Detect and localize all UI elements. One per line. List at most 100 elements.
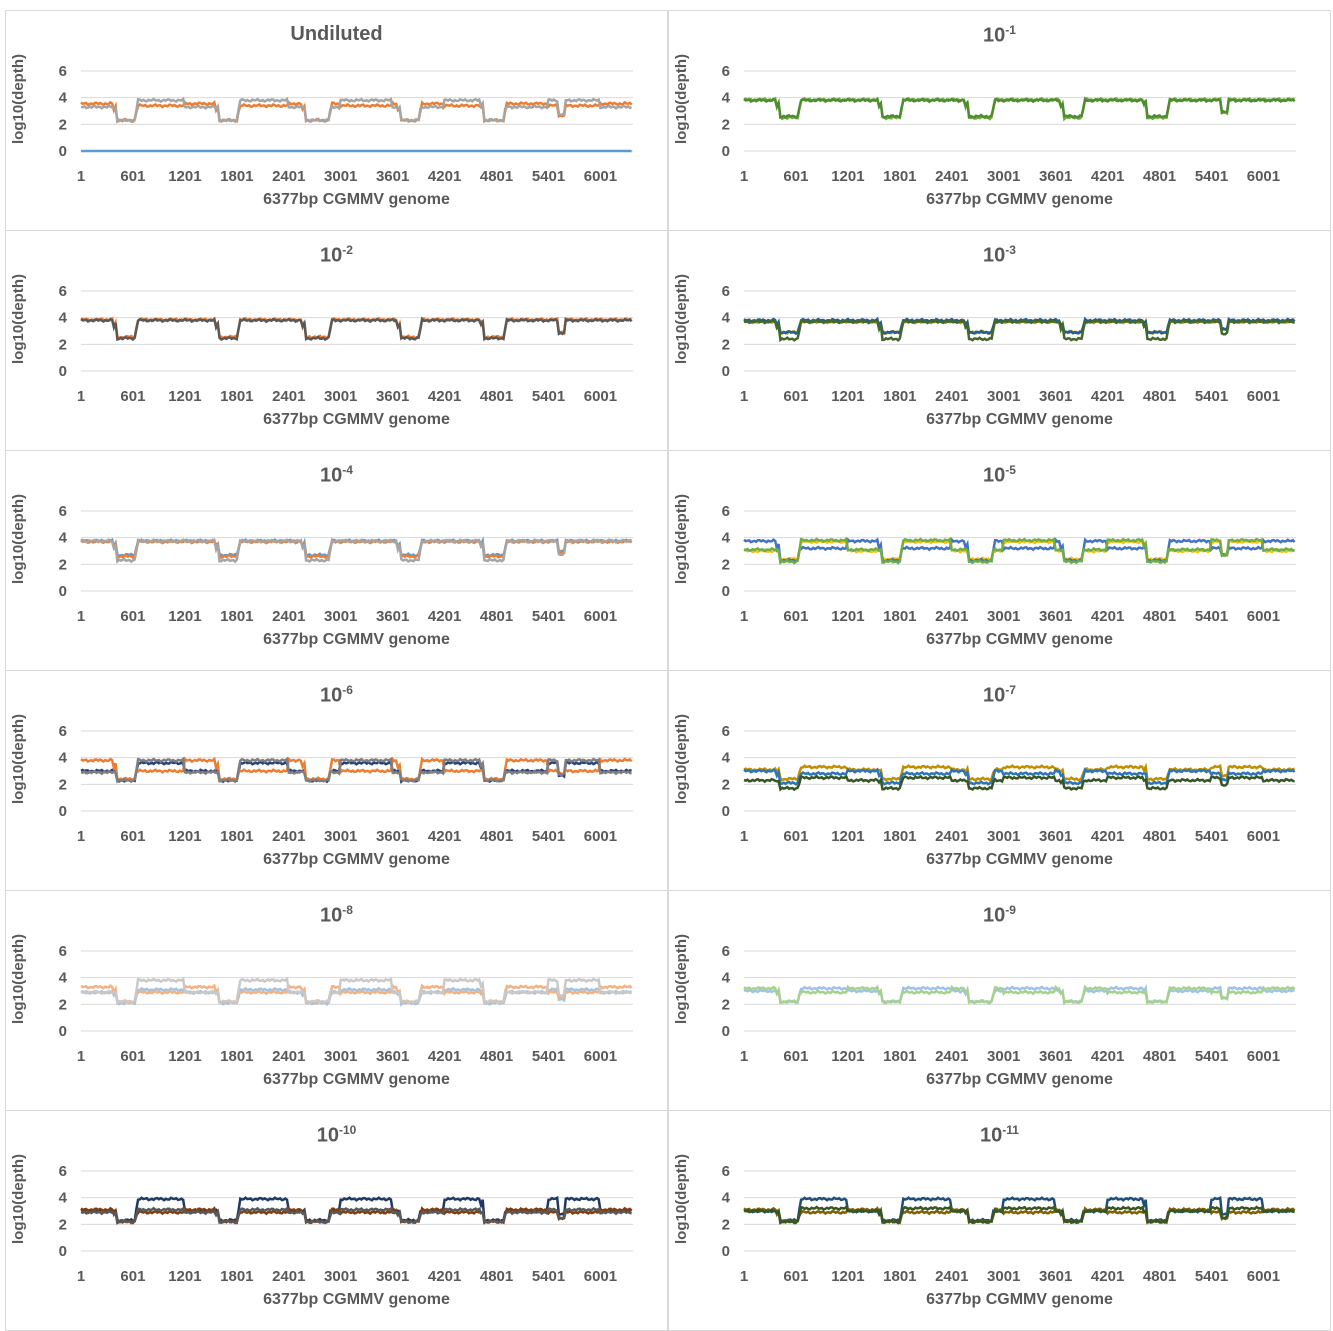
x-tick-label: 1 bbox=[740, 388, 748, 405]
y-tick-label: 2 bbox=[59, 116, 67, 133]
chart-title-exponent: -8 bbox=[342, 903, 353, 917]
x-tick-label: 1201 bbox=[168, 1268, 201, 1285]
y-tick-label: 0 bbox=[59, 143, 67, 160]
x-tick-label: 4801 bbox=[480, 388, 513, 405]
y-tick-label: 4 bbox=[722, 310, 731, 327]
y-tick-label: 4 bbox=[722, 530, 731, 547]
x-tick-label: 6001 bbox=[1247, 168, 1280, 185]
series-line bbox=[80, 1206, 632, 1225]
chart-title: 10-1 bbox=[669, 23, 1330, 48]
chart-title-text: 10 bbox=[320, 464, 343, 487]
x-tick-label: 5401 bbox=[532, 1268, 565, 1285]
chart-title: 10-2 bbox=[6, 243, 667, 268]
x-tick-label: 1801 bbox=[220, 1268, 253, 1285]
x-tick-label: 6001 bbox=[1247, 1268, 1280, 1285]
chart-title: 10-8 bbox=[6, 903, 667, 928]
y-tick-label: 0 bbox=[722, 143, 730, 160]
x-tick-label: 5401 bbox=[1195, 168, 1228, 185]
x-tick-label: 3601 bbox=[1039, 388, 1072, 405]
x-tick-label: 1201 bbox=[831, 168, 864, 185]
x-tick-label: 1201 bbox=[168, 828, 201, 845]
y-axis-title: log10(depth) bbox=[10, 934, 27, 1024]
x-tick-label: 601 bbox=[783, 168, 808, 185]
x-tick-label: 3001 bbox=[324, 1048, 357, 1065]
x-tick-label: 1201 bbox=[168, 608, 201, 625]
x-tick-label: 601 bbox=[783, 608, 808, 625]
x-tick-label: 3601 bbox=[1039, 828, 1072, 845]
y-tick-label: 0 bbox=[59, 363, 67, 380]
x-tick-label: 2401 bbox=[272, 1268, 305, 1285]
y-tick-label: 2 bbox=[722, 336, 730, 353]
chart-panel: Undiluted 0 2 4 6 1 601 1201 1801 2401 3001 3601 420… bbox=[5, 10, 668, 231]
x-tick-label: 4801 bbox=[480, 1268, 513, 1285]
y-tick-label: 4 bbox=[59, 750, 68, 767]
x-tick-label: 601 bbox=[783, 1268, 808, 1285]
x-tick-label: 5401 bbox=[532, 608, 565, 625]
chart-title-text: 10 bbox=[983, 464, 1006, 487]
x-tick-label: 601 bbox=[120, 1048, 145, 1065]
x-tick-label: 3601 bbox=[1039, 1048, 1072, 1065]
x-tick-label: 6001 bbox=[584, 1048, 617, 1065]
y-axis-title: log10(depth) bbox=[673, 494, 690, 584]
x-tick-label: 5401 bbox=[532, 388, 565, 405]
series-line bbox=[80, 316, 633, 342]
plot-area: 0 2 4 6 1 601 1201 1801 2401 3001 3601 4201 4801 5401… bbox=[722, 283, 1296, 405]
chart-title-text: 10 bbox=[983, 684, 1006, 707]
plot-area: 0 2 4 6 1 601 1201 1801 2401 3001 3601 4201 4801 5401… bbox=[722, 723, 1296, 845]
y-tick-label: 4 bbox=[722, 970, 731, 987]
x-tick-label: 4801 bbox=[480, 168, 513, 185]
x-tick-label: 4201 bbox=[428, 168, 461, 185]
x-tick-label: 3601 bbox=[376, 608, 409, 625]
chart-panel: 10-3 0 2 4 6 1 601 1201 1801 2401 3001 3601 4201 4801… bbox=[668, 230, 1331, 451]
chart-title: 10-7 bbox=[669, 683, 1330, 708]
y-tick-label: 0 bbox=[59, 1243, 67, 1260]
y-tick-label: 2 bbox=[722, 1216, 730, 1233]
plot-area: 0 2 4 6 1 601 1201 1801 2401 3001 3601 4201 4801 5401… bbox=[59, 503, 633, 625]
x-tick-label: 5401 bbox=[1195, 388, 1228, 405]
x-tick-label: 4201 bbox=[1091, 388, 1124, 405]
series-line bbox=[80, 983, 633, 1005]
x-tick-label: 1201 bbox=[831, 1268, 864, 1285]
x-tick-label: 3601 bbox=[1039, 608, 1072, 625]
series-line bbox=[743, 983, 1295, 1006]
series-line bbox=[80, 976, 632, 1005]
series-line bbox=[80, 99, 633, 124]
x-tick-label: 6001 bbox=[584, 168, 617, 185]
x-tick-label: 6001 bbox=[1247, 388, 1280, 405]
plot-area: 0 2 4 6 1 601 1201 1801 2401 3001 3601 4201 4801 5401… bbox=[59, 63, 633, 185]
series-line bbox=[743, 1196, 1295, 1225]
y-tick-label: 4 bbox=[59, 530, 68, 547]
x-tick-label: 601 bbox=[120, 168, 145, 185]
x-tick-label: 601 bbox=[120, 608, 145, 625]
x-tick-label: 3001 bbox=[987, 388, 1020, 405]
x-tick-label: 3601 bbox=[1039, 168, 1072, 185]
y-axis-title: log10(depth) bbox=[10, 494, 27, 584]
chart-panel: 10-9 0 2 4 6 1 601 1201 1801 2401 3001 3601 4201 4801… bbox=[668, 890, 1331, 1111]
x-tick-label: 1801 bbox=[883, 168, 916, 185]
y-tick-label: 6 bbox=[59, 943, 67, 960]
chart-title-text: 10 bbox=[316, 1124, 339, 1147]
chart-panel: 10-1 0 2 4 6 1 601 1201 1801 2401 3001 3601 4201 4801… bbox=[668, 10, 1331, 231]
y-tick-label: 2 bbox=[722, 996, 730, 1013]
y-tick-label: 0 bbox=[722, 583, 730, 600]
series-line bbox=[743, 767, 1296, 787]
plot-area: 0 2 4 6 1 601 1201 1801 2401 3001 3601 4201 4801 5401… bbox=[59, 283, 633, 405]
y-tick-label: 2 bbox=[722, 116, 730, 133]
y-tick-label: 4 bbox=[722, 90, 731, 107]
series-line bbox=[743, 1204, 1295, 1226]
x-tick-label: 1801 bbox=[220, 1048, 253, 1065]
chart-title-exponent: -7 bbox=[1005, 683, 1016, 697]
x-tick-label: 2401 bbox=[272, 828, 305, 845]
x-tick-label: 2401 bbox=[935, 388, 968, 405]
x-tick-label: 6001 bbox=[1247, 828, 1280, 845]
x-axis-title: 6377bp CGMMV genome bbox=[926, 411, 1113, 428]
y-tick-label: 6 bbox=[59, 503, 67, 520]
y-tick-label: 0 bbox=[59, 1023, 67, 1040]
x-tick-label: 2401 bbox=[935, 608, 968, 625]
chart-panel: 10-4 0 2 4 6 1 601 1201 1801 2401 3001 3601 4201 4801… bbox=[5, 450, 668, 671]
x-tick-label: 1801 bbox=[883, 828, 916, 845]
y-axis-title: log10(depth) bbox=[10, 714, 27, 804]
series-line bbox=[80, 538, 633, 560]
x-tick-label: 4801 bbox=[1143, 388, 1176, 405]
